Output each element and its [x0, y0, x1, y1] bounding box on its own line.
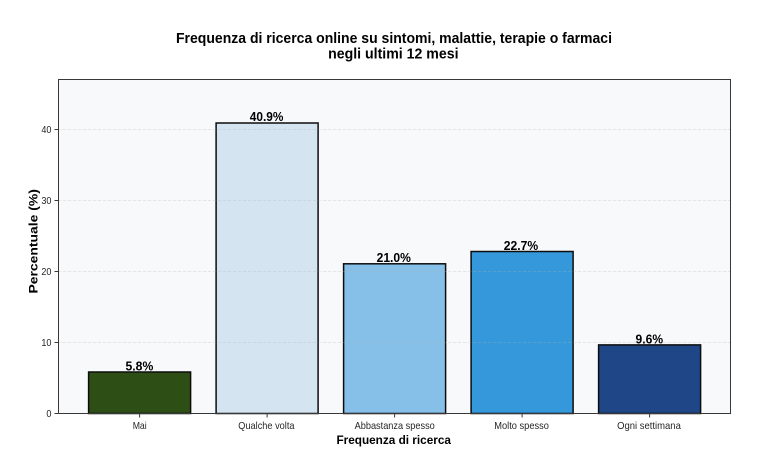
svg-text:Frequenza di ricerca: Frequenza di ricerca	[336, 433, 451, 447]
svg-text:22.7%: 22.7%	[504, 238, 539, 253]
svg-text:10: 10	[41, 338, 51, 349]
svg-text:30: 30	[41, 196, 51, 207]
svg-text:40.9%: 40.9%	[250, 109, 284, 124]
svg-text:Ogni settimana: Ogni settimana	[617, 421, 681, 432]
svg-text:21.0%: 21.0%	[377, 250, 412, 265]
svg-text:0: 0	[46, 409, 51, 420]
svg-text:40: 40	[41, 125, 51, 136]
svg-text:Qualche volta: Qualche volta	[238, 421, 294, 432]
svg-text:9.6%: 9.6%	[636, 331, 664, 346]
svg-text:Percentuale (%): Percentuale (%)	[27, 189, 41, 293]
svg-text:negli ultimi 12 mesi: negli ultimi 12 mesi	[328, 47, 458, 63]
svg-text:Frequenza di ricerca online su: Frequenza di ricerca online su sintomi, …	[176, 31, 612, 47]
svg-text:Molto spesso: Molto spesso	[494, 421, 549, 432]
svg-text:5.8%: 5.8%	[126, 358, 154, 373]
svg-text:Abbastanza spesso: Abbastanza spesso	[355, 421, 435, 432]
svg-text:20: 20	[41, 267, 51, 278]
svg-text:Mai: Mai	[133, 421, 147, 432]
